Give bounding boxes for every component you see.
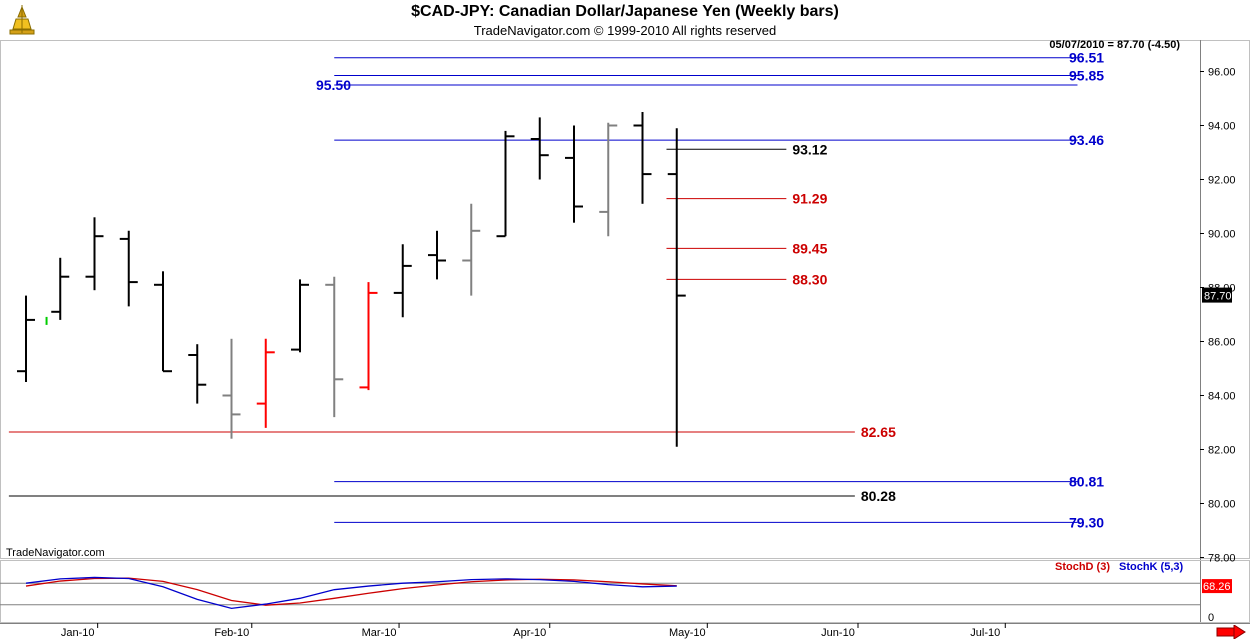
ohlc-bar — [119, 230, 138, 307]
ohlc-bar — [667, 128, 686, 447]
ohlc-bar — [17, 295, 35, 382]
level-label-79-30: 79.30 — [1069, 514, 1104, 530]
level-label-93-12: 93.12 — [792, 141, 827, 157]
x-tick-label: Apr-10 — [513, 627, 546, 639]
date-axis: Jan-10 Feb-10 Mar-10 Apr-10 May-10 Jun-10 Jul-… — [61, 623, 1006, 639]
ohlc-bar — [291, 279, 309, 353]
ohlc-bar — [565, 125, 583, 223]
ohlc-bar — [393, 244, 412, 318]
last-price-info: 05/07/2010 = 87.70 (-4.50) — [1049, 39, 1180, 51]
stoch-d-label: StochD (3) — [1055, 561, 1110, 573]
x-tick-label: Jul-10 — [970, 627, 1000, 639]
ohlc-bar — [256, 338, 275, 428]
stoch-zero-label: 0 — [1208, 612, 1214, 624]
level-lines: 96.51 95.85 95.50 93.46 93.12 91.29 89.45 88.30… — [8, 50, 1104, 530]
price-bars — [17, 112, 686, 447]
ohlc-bar — [359, 282, 378, 391]
ohlc-bar — [428, 230, 446, 280]
ohlc-bar — [85, 217, 104, 291]
x-tick-label: Jan-10 — [61, 627, 95, 639]
x-tick-label: May-10 — [669, 627, 706, 639]
chart-subtitle: TradeNavigator.com © 1999-2010 All right… — [473, 23, 777, 38]
ohlc-bar — [222, 338, 241, 439]
price-axis: 78.0080.0082.0084.0086.0088.0090.0092.00… — [1200, 67, 1236, 565]
level-label-82-65: 82.65 — [861, 424, 896, 440]
y-tick-label: 78.00 — [1208, 553, 1236, 565]
ohlc-bar — [496, 130, 515, 238]
ohlc-bar — [530, 117, 549, 180]
y-tick-label: 80.00 — [1208, 499, 1236, 511]
level-label-89-45: 89.45 — [792, 240, 827, 256]
ohlc-bar — [633, 112, 652, 204]
trade-navigator-logo-icon — [9, 5, 35, 35]
x-tick-label: Mar-10 — [362, 627, 397, 639]
level-label-88-30: 88.30 — [792, 271, 827, 287]
ohlc-bar — [599, 122, 618, 237]
x-tick-label: Jun-10 — [821, 627, 855, 639]
ohlc-bar — [154, 271, 172, 373]
y-tick-label: 92.00 — [1208, 175, 1236, 187]
ohlc-bar — [51, 257, 70, 320]
level-label-80-81: 80.81 — [1069, 474, 1104, 490]
scroll-right-icon[interactable] — [1216, 625, 1246, 639]
last-price-box — [1202, 287, 1232, 303]
level-label-95-85: 95.85 — [1069, 68, 1104, 84]
chart-frame — [0, 40, 1250, 624]
level-label-91-29: 91.29 — [792, 191, 827, 207]
stoch-last-box — [1202, 579, 1232, 594]
y-tick-label: 96.00 — [1208, 67, 1236, 79]
stoch-last-label: 68.26 — [1203, 581, 1231, 593]
ohlc-bar — [325, 276, 344, 418]
ohlc-bar — [462, 203, 481, 296]
level-label-96-51: 96.51 — [1069, 50, 1104, 66]
stoch-k-label: StochK (5,3) — [1119, 561, 1184, 573]
stoch-d-line — [25, 577, 677, 606]
y-tick-label: 90.00 — [1208, 229, 1236, 241]
ohlc-bar — [188, 344, 207, 404]
y-tick-label: 94.00 — [1208, 121, 1236, 133]
watermark: TradeNavigator.com — [6, 547, 105, 559]
y-tick-label: 82.00 — [1208, 445, 1236, 457]
stoch-k-line — [25, 576, 677, 610]
level-label-80-28: 80.28 — [861, 488, 896, 504]
last-price-label: 87.70 — [1204, 291, 1232, 303]
level-label-95-50: 95.50 — [316, 77, 351, 93]
main-panel-border — [0, 40, 1250, 559]
stochastic-panel: 68.26 0 — [0, 576, 1232, 624]
y-tick-label: 86.00 — [1208, 337, 1236, 349]
chart-title: $CAD-JPY: Canadian Dollar/Japanese Yen (… — [411, 3, 839, 20]
y-tick-label: 84.00 — [1208, 391, 1236, 403]
level-label-93-46: 93.46 — [1069, 132, 1104, 148]
x-tick-label: Feb-10 — [214, 627, 249, 639]
